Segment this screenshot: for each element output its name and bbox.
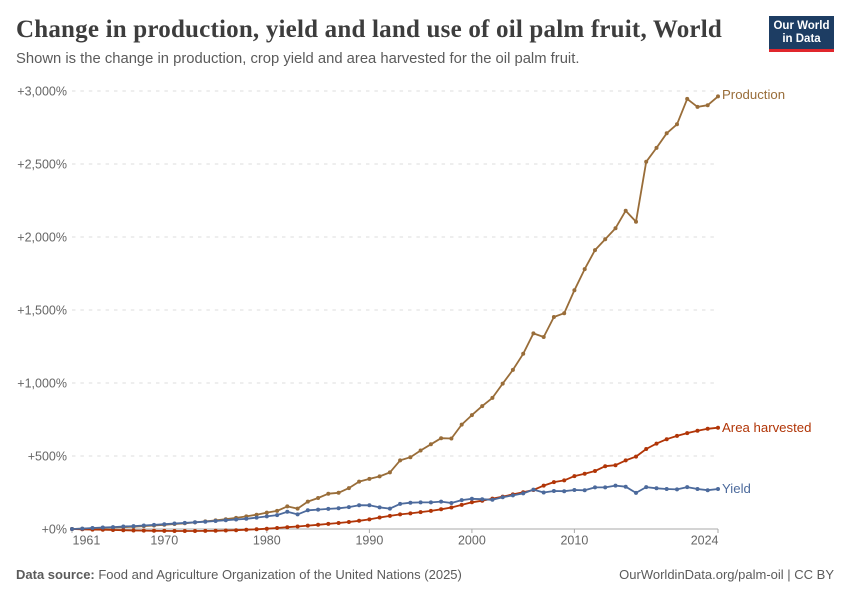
svg-text:+0%: +0% (42, 523, 67, 537)
svg-text:+2,500%: +2,500% (17, 158, 67, 172)
svg-text:+500%: +500% (28, 450, 67, 464)
svg-text:+3,000%: +3,000% (17, 85, 67, 99)
svg-text:1990: 1990 (355, 534, 383, 548)
svg-text:+1,000%: +1,000% (17, 377, 67, 391)
svg-text:+2,000%: +2,000% (17, 231, 67, 245)
svg-text:2010: 2010 (560, 534, 588, 548)
svg-text:1961: 1961 (73, 534, 101, 548)
svg-text:1970: 1970 (150, 534, 178, 548)
svg-text:Production: Production (722, 87, 785, 102)
svg-text:Yield: Yield (722, 481, 751, 496)
svg-text:2000: 2000 (458, 534, 486, 548)
svg-text:+1,500%: +1,500% (17, 304, 67, 318)
svg-text:1980: 1980 (253, 534, 281, 548)
svg-text:Area harvested: Area harvested (722, 420, 811, 435)
svg-text:2024: 2024 (691, 534, 719, 548)
